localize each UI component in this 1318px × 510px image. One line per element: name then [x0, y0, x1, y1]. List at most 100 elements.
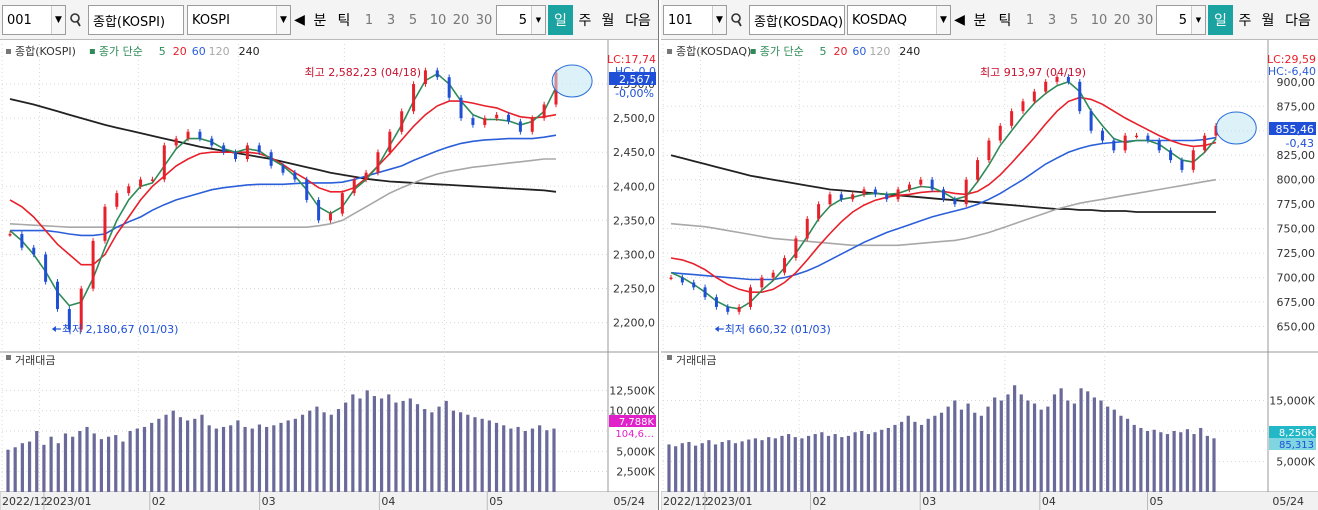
candle-body	[447, 77, 451, 98]
search-button[interactable]	[66, 5, 84, 35]
volume-tick-label: 15,000K	[1269, 395, 1315, 408]
volume-bar	[1086, 391, 1090, 492]
day-button[interactable]: 일	[548, 5, 573, 35]
volume-bar	[78, 431, 82, 492]
date-axis-background	[0, 492, 658, 510]
period-20-button[interactable]: 20	[450, 5, 472, 35]
volume-bar	[993, 397, 997, 492]
period-10-button[interactable]: 10	[1088, 5, 1110, 35]
spinner-arrow-icon[interactable]: ▼	[531, 6, 545, 34]
candle-body	[8, 234, 12, 236]
legend-marker	[6, 355, 11, 360]
candle-body	[1157, 140, 1161, 151]
period-30-button[interactable]: 30	[473, 5, 495, 35]
dropdown-arrow-icon[interactable]: ▼	[712, 6, 726, 34]
minute-button[interactable]: 분	[308, 5, 332, 35]
volume-avg-value: 85,313	[1279, 440, 1314, 451]
volume-bar	[473, 417, 477, 492]
legend-marker	[750, 49, 756, 54]
volume-bar	[200, 414, 204, 492]
prev-button[interactable]: ◀	[952, 5, 967, 35]
month-button[interactable]: 월	[597, 5, 619, 35]
tick-button[interactable]: 틱	[993, 5, 1017, 35]
volume-bar	[826, 435, 831, 492]
period-10-button[interactable]: 10	[427, 5, 449, 35]
dropdown-arrow-icon[interactable]: ▼	[276, 6, 290, 34]
candle-body	[423, 70, 427, 85]
volume-avg-tag	[1269, 438, 1316, 450]
volume-bar	[853, 432, 857, 492]
spinner-arrow-icon[interactable]: ▼	[1191, 6, 1205, 34]
month-button[interactable]: 월	[1257, 5, 1279, 35]
kosdaq-chart-panel: 101 ▼ 종합(KOSDAQ) KOSDAQ ▼ ◀ 분 틱 1 3 5 10 20 30 5 ▼ 일 주 월 다음…	[661, 0, 1318, 510]
volume-bar	[20, 443, 24, 492]
index-name-box[interactable]: 종합(KOSDAQ)	[749, 5, 845, 35]
search-button[interactable]	[727, 5, 745, 35]
day-button[interactable]: 일	[1208, 5, 1233, 35]
candle-body	[103, 206, 107, 241]
week-button[interactable]: 주	[1234, 5, 1256, 35]
volume-bar	[893, 424, 897, 492]
volume-bar	[926, 418, 930, 492]
volume-bar	[250, 428, 254, 492]
code-select[interactable]: 101 ▼	[663, 5, 727, 35]
period-1-button[interactable]: 1	[359, 5, 379, 35]
period-20-button[interactable]: 20	[1111, 5, 1133, 35]
volume-bar	[394, 402, 398, 492]
period-3-button[interactable]: 3	[1042, 5, 1062, 35]
period-1-button[interactable]: 1	[1020, 5, 1040, 35]
candle-body	[257, 145, 261, 153]
volume-bar	[913, 421, 917, 492]
dropdown-arrow-icon[interactable]: ▼	[936, 6, 950, 34]
date-label: 2023/01	[46, 495, 92, 508]
index-select[interactable]: KOSPI ▼	[187, 5, 291, 35]
candle-body	[317, 199, 321, 221]
volume-bar	[1072, 403, 1077, 492]
volume-bar	[1125, 418, 1130, 492]
minute-button[interactable]: 분	[968, 5, 992, 35]
volume-tick-label: 2,500K	[616, 466, 655, 479]
prev-button[interactable]: ◀	[292, 5, 307, 35]
period-spinner[interactable]: 5 ▼	[1156, 5, 1206, 35]
volume-bar	[1132, 424, 1136, 492]
volume-bar	[906, 415, 910, 492]
dropdown-arrow-icon[interactable]: ▼	[51, 6, 65, 34]
candle-body	[352, 179, 356, 194]
index-select[interactable]: KOSDAQ ▼	[847, 5, 951, 35]
volume-bar	[1179, 432, 1183, 492]
candle-body	[737, 306, 741, 312]
volume-bar	[530, 428, 535, 492]
price-tick-label: 2,350,0	[613, 214, 655, 227]
low-arrow-icon	[714, 326, 719, 332]
volume-bar	[727, 440, 731, 492]
period-30-button[interactable]: 30	[1134, 5, 1156, 35]
volume-bar	[451, 410, 456, 492]
volume-bar	[933, 415, 937, 492]
tick-button[interactable]: 틱	[332, 5, 356, 35]
volume-bar	[733, 443, 738, 492]
candle-body	[703, 287, 707, 298]
next-button[interactable]: 다음	[620, 5, 656, 35]
period-5-button[interactable]: 5	[1064, 5, 1084, 35]
volume-bar	[707, 440, 711, 492]
legend-index-label: 종합(KOSPI)	[15, 45, 76, 58]
next-button[interactable]: 다음	[1280, 5, 1316, 35]
volume-bar	[1119, 415, 1123, 492]
volume-bar	[966, 403, 970, 492]
chart-legend: 종합(KOSPI) 종가 단순 5 20 60 120 240	[6, 45, 260, 58]
legend-ma-240: 240	[899, 45, 920, 58]
volume-current-value: 7,788K	[619, 417, 655, 428]
candle-body	[115, 193, 119, 207]
code-select[interactable]: 001 ▼	[2, 5, 66, 35]
week-button[interactable]: 주	[574, 5, 596, 35]
volume-bar	[121, 441, 125, 492]
period-3-button[interactable]: 3	[381, 5, 401, 35]
date-label: 05	[489, 495, 503, 508]
index-name-box[interactable]: 종합(KOSPI)	[88, 5, 184, 35]
legend-ma-5: 5	[159, 45, 166, 58]
period-spinner[interactable]: 5 ▼	[496, 5, 546, 35]
volume-bar	[1185, 429, 1190, 492]
candle-body	[896, 189, 900, 200]
volume-bar	[164, 414, 168, 492]
period-5-button[interactable]: 5	[403, 5, 423, 35]
